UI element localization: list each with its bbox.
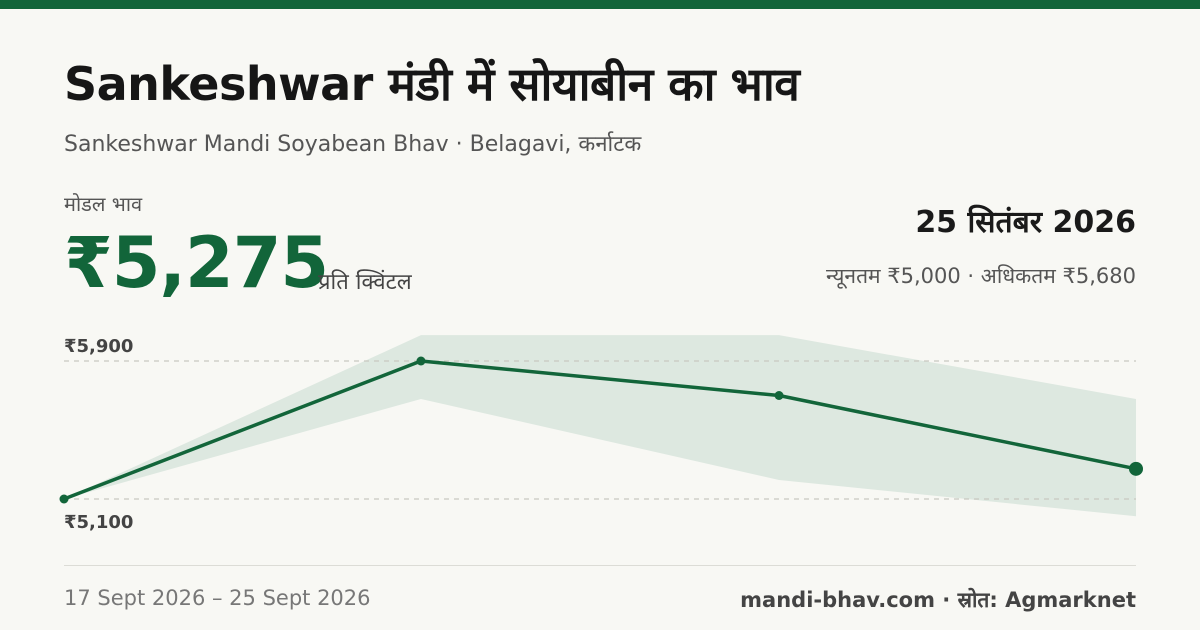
- price-unit: प्रति क्विंटल: [318, 270, 412, 295]
- footer-divider: [64, 565, 1136, 566]
- data-point: [416, 356, 426, 366]
- source-credit: mandi-bhav.com · स्रोत: Agmarknet: [740, 588, 1136, 612]
- data-point: [774, 391, 784, 400]
- top-accent-bar: [0, 0, 1200, 9]
- y-tick-label: ₹5,100: [64, 512, 133, 533]
- min-max-band: [64, 335, 1136, 517]
- series-line: [63, 359, 1137, 501]
- modal-price-label: मोडल भाव: [64, 192, 143, 216]
- y-tick-label: ₹5,900: [64, 336, 133, 357]
- min-max-price: न्यूनतम ₹5,000 · अधिकतम ₹5,680: [826, 264, 1136, 288]
- page-title: Sankeshwar मंडी में सोयाबीन का भाव: [64, 57, 800, 111]
- data-point: [59, 494, 69, 504]
- price-date: 25 सितंबर 2026: [915, 205, 1136, 240]
- modal-price-value: ₹5,275: [64, 222, 329, 304]
- page-subtitle: Sankeshwar Mandi Soyabean Bhav · Belagav…: [64, 132, 642, 157]
- date-range: 17 Sept 2026 – 25 Sept 2026: [64, 586, 371, 610]
- latest-data-point: [1129, 461, 1143, 476]
